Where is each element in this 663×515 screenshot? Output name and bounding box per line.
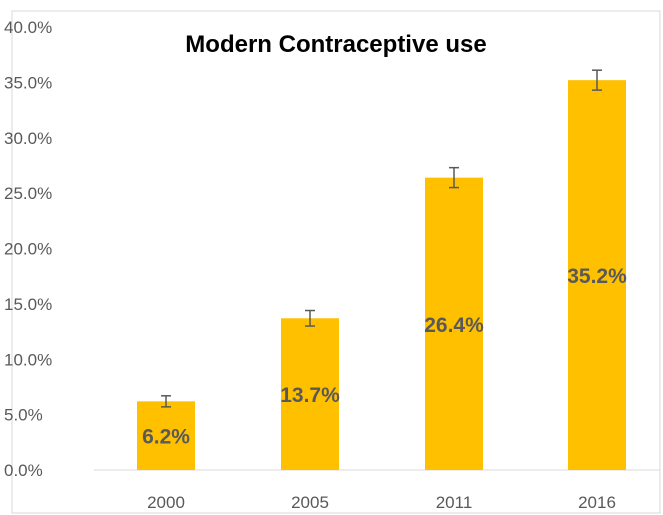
y-tick-label: 15.0% bbox=[4, 295, 52, 314]
x-axis-tick-labels: 2000 2005 2011 2016 bbox=[147, 493, 616, 512]
data-labels: 6.2% 13.7% 26.4% 35.2% bbox=[142, 265, 627, 449]
bars bbox=[137, 80, 626, 470]
chart-title: Modern Contraceptive use bbox=[185, 31, 486, 58]
chart-border bbox=[11, 10, 661, 514]
x-tick-label: 2016 bbox=[578, 493, 616, 512]
data-label: 13.7% bbox=[280, 384, 340, 407]
y-tick-label: 25.0% bbox=[4, 184, 52, 203]
y-tick-label: 35.0% bbox=[4, 73, 52, 92]
y-tick-label: 5.0% bbox=[4, 406, 43, 425]
y-tick-label: 0.0% bbox=[4, 461, 43, 480]
data-label: 26.4% bbox=[424, 314, 484, 337]
y-tick-label: 10.0% bbox=[4, 350, 52, 369]
data-label: 35.2% bbox=[567, 265, 627, 288]
y-tick-label: 30.0% bbox=[4, 129, 52, 148]
error-bars bbox=[161, 69, 602, 408]
bar-2000 bbox=[137, 401, 195, 470]
bar-2016 bbox=[568, 80, 626, 470]
bar-2011 bbox=[425, 177, 483, 470]
y-axis-tick-labels: 0.0% 5.0% 10.0% 15.0% 20.0% 25.0% 30.0% 35.0% 40… bbox=[4, 18, 52, 480]
y-tick-label: 20.0% bbox=[4, 240, 52, 259]
error-bar-2011 bbox=[449, 166, 459, 189]
bar-2005 bbox=[281, 318, 339, 470]
x-tick-label: 2011 bbox=[436, 493, 473, 512]
x-tick-label: 2000 bbox=[147, 493, 185, 512]
y-tick-label: 40.0% bbox=[4, 18, 52, 37]
data-label: 6.2% bbox=[142, 426, 190, 449]
error-bar-2016 bbox=[592, 69, 602, 91]
error-bar-2000 bbox=[161, 395, 171, 408]
error-bar-2005 bbox=[305, 309, 315, 327]
x-tick-label: 2005 bbox=[291, 493, 329, 512]
